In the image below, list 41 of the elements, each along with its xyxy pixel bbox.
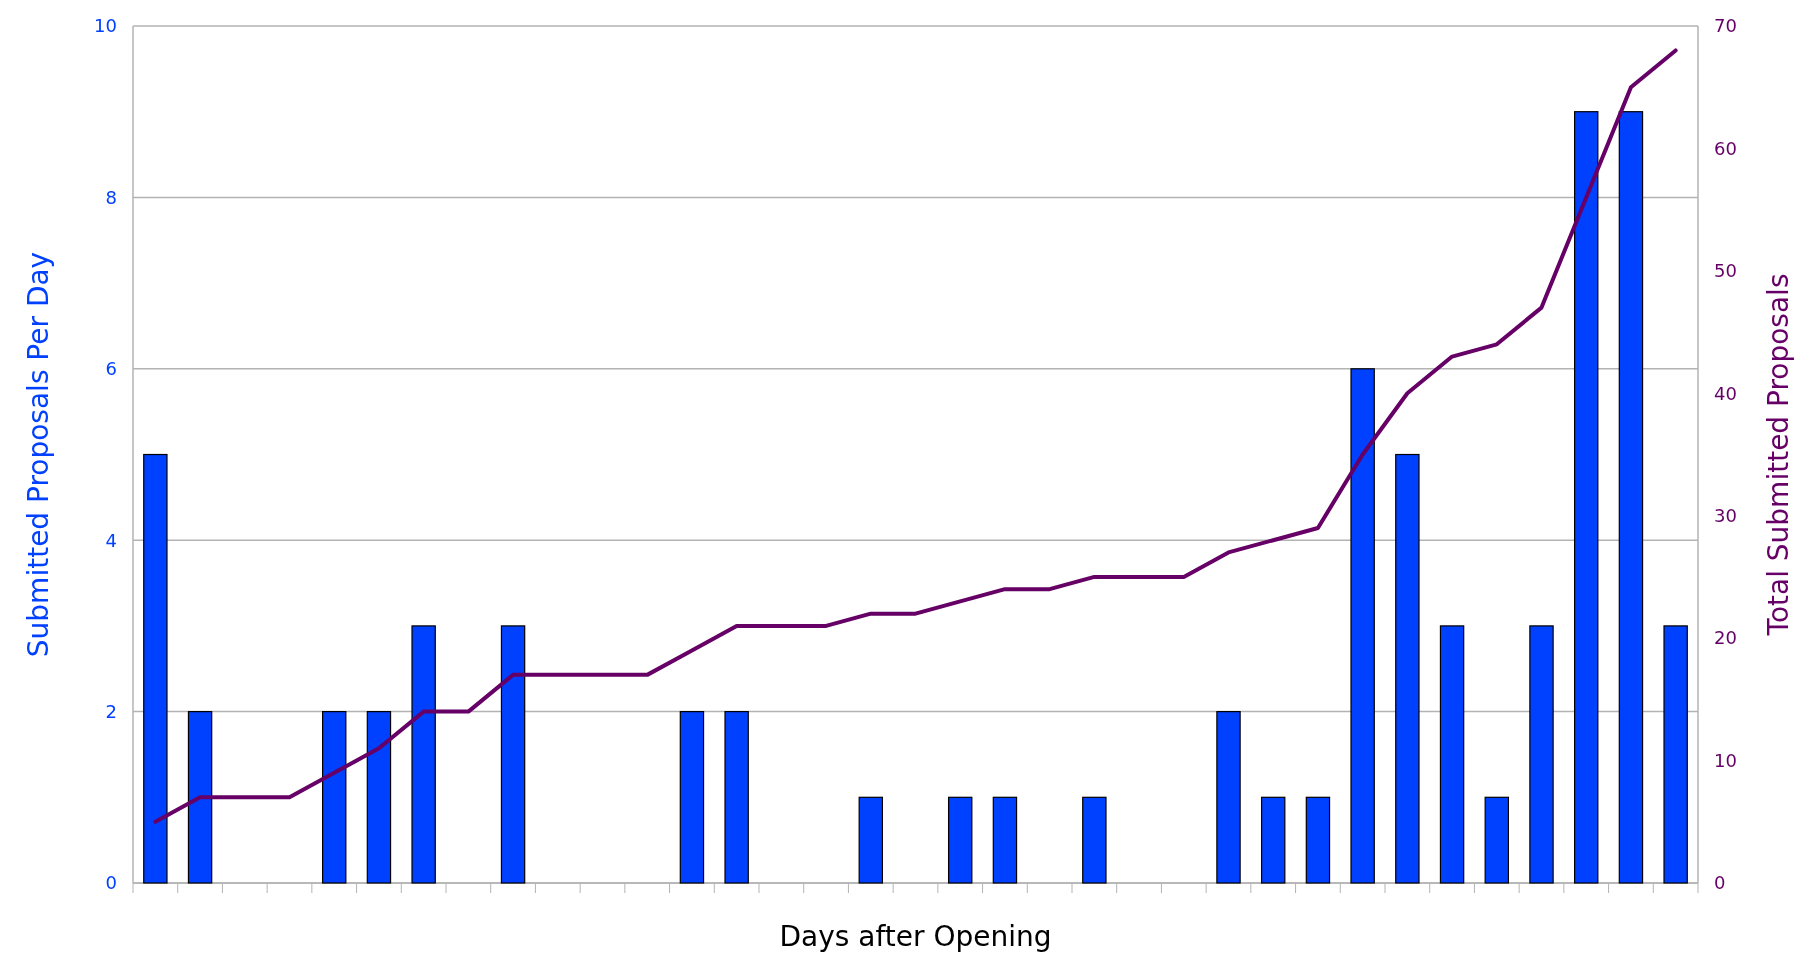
bar — [1529, 625, 1554, 884]
bar — [992, 796, 1018, 884]
bar — [724, 711, 749, 884]
y2-tick-label: 70 — [1714, 15, 1737, 37]
y-tick-label: 4 — [105, 529, 117, 551]
bar — [1082, 796, 1107, 884]
y-tick-label: 2 — [105, 700, 117, 722]
bar — [1663, 625, 1688, 884]
y2-axis-title: Total Submitted Proposals — [1762, 273, 1795, 637]
y2-tick-label: 20 — [1714, 627, 1737, 649]
bar — [500, 625, 526, 884]
bar — [1439, 625, 1465, 884]
bar — [143, 453, 168, 884]
y-tick-label: 0 — [105, 872, 117, 894]
bar — [1573, 111, 1599, 884]
y-tick-label: 10 — [94, 15, 117, 37]
y2-tick-label: 50 — [1714, 260, 1737, 282]
bar — [679, 711, 705, 884]
bar — [1484, 796, 1510, 884]
x-axis-title: Days after Opening — [779, 920, 1052, 953]
line-series — [153, 48, 1678, 824]
bar — [1305, 796, 1331, 884]
y-tick-label: 8 — [105, 186, 117, 208]
y-tick-label: 6 — [105, 358, 117, 380]
bar — [1350, 368, 1375, 884]
bar — [858, 796, 884, 884]
y2-tick-label: 60 — [1714, 137, 1737, 159]
bar — [411, 625, 436, 884]
y2-tick-label: 10 — [1714, 749, 1737, 771]
bar — [187, 711, 213, 884]
y2-tick-label: 30 — [1714, 505, 1737, 527]
y2-tick-label: 0 — [1714, 872, 1726, 894]
bar — [1260, 796, 1286, 884]
bar — [1216, 711, 1241, 884]
y-axis-title: Submitted Proposals Per Day — [22, 251, 55, 658]
bar — [947, 796, 973, 884]
bar — [1618, 111, 1644, 884]
y2-tick-label: 40 — [1714, 382, 1737, 404]
bar — [366, 711, 392, 884]
bar — [1395, 453, 1420, 884]
bar — [321, 711, 347, 884]
